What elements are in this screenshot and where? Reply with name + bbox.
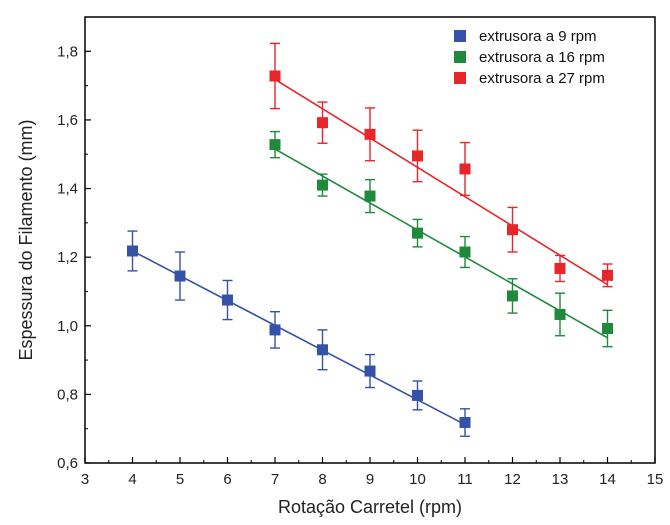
data-point-series-2 — [269, 139, 281, 151]
data-point-series-1 — [364, 365, 376, 377]
data-points — [127, 70, 613, 429]
x-tick-label: 5 — [176, 471, 184, 488]
data-point-series-1 — [174, 270, 186, 282]
data-point-series-2 — [459, 246, 471, 258]
data-point-series-2 — [554, 308, 566, 320]
data-point-series-2 — [602, 323, 613, 335]
x-tick-label: 12 — [504, 471, 521, 488]
data-point-series-1 — [222, 294, 233, 306]
data-point-series-3 — [554, 262, 566, 274]
legend-label: extrusora a 16 rpm — [479, 49, 605, 66]
legend-swatch — [454, 51, 466, 63]
x-tick-label: 11 — [457, 471, 473, 488]
data-point-series-1 — [269, 324, 281, 336]
data-point-series-3 — [364, 128, 376, 140]
data-point-series-2 — [317, 179, 328, 191]
fit-line-series-2 — [274, 148, 608, 339]
data-point-series-2 — [364, 190, 376, 202]
y-tick-label: 0,6 — [57, 455, 78, 472]
data-point-series-3 — [507, 224, 518, 236]
legend-label: extrusora a 9 rpm — [479, 28, 597, 45]
y-tick-label: 1,2 — [57, 249, 78, 266]
data-point-series-3 — [459, 163, 471, 175]
x-tick-label: 10 — [409, 471, 426, 488]
data-point-series-1 — [127, 245, 138, 257]
x-tick-label: 8 — [318, 471, 326, 488]
x-tick-label: 4 — [128, 471, 136, 488]
data-point-series-1 — [412, 389, 423, 401]
data-point-series-3 — [602, 269, 613, 281]
legend-label: extrusora a 27 rpm — [479, 70, 605, 87]
y-axis-label: Espessura do Filamento (mm) — [16, 119, 36, 360]
x-tick-label: 3 — [81, 471, 89, 488]
y-tick-label: 1,8 — [57, 43, 78, 60]
y-tick-label: 0,8 — [57, 386, 78, 403]
data-point-series-3 — [412, 150, 423, 162]
data-point-series-2 — [507, 290, 518, 302]
data-point-series-1 — [317, 344, 328, 356]
x-tick-label: 6 — [223, 471, 231, 488]
x-tick-label: 15 — [647, 471, 664, 488]
data-point-series-3 — [317, 117, 328, 129]
y-tick-label: 1,4 — [57, 181, 78, 198]
y-axis-ticks: 0,6 0,8 1,0 1,2 1,4 1,6 1,8 — [57, 16, 91, 472]
x-axis-label: Rotação Carretel (rpm) — [278, 497, 462, 517]
fit-lines — [132, 78, 608, 426]
legend-swatch — [454, 72, 466, 84]
fit-line-series-3 — [274, 78, 608, 286]
data-point-series-1 — [459, 417, 471, 429]
fit-line-series-1 — [132, 250, 466, 426]
data-point-series-3 — [269, 70, 281, 82]
x-tick-label: 7 — [271, 471, 279, 488]
y-tick-label: 1,0 — [57, 318, 78, 335]
data-point-series-2 — [412, 227, 423, 239]
x-tick-label: 13 — [552, 471, 569, 488]
y-tick-label: 1,6 — [57, 112, 78, 129]
x-tick-label: 9 — [366, 471, 374, 488]
legend-swatch — [454, 30, 466, 42]
x-axis-ticks: 3 4 5 6 7 8 9 10 11 12 13 14 15 — [81, 457, 664, 488]
error-bars — [127, 42, 613, 437]
legend: extrusora a 9 rpm extrusora a 16 rpm extru… — [454, 28, 605, 87]
x-tick-label: 14 — [599, 471, 616, 488]
